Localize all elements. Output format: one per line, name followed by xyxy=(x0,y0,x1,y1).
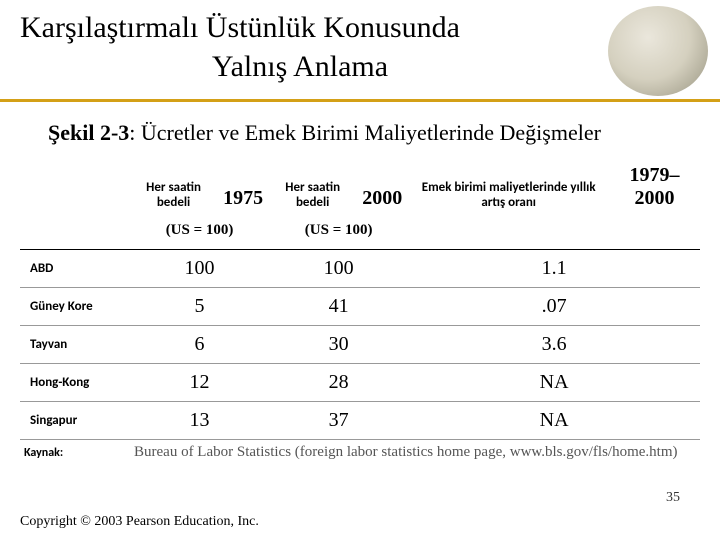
table-row: Singapur 13 37 NA xyxy=(20,402,700,440)
blank-header-3 xyxy=(408,220,700,250)
col-header-year-2000: 2000 xyxy=(356,160,408,220)
slide-footer: 35 Copyright © 2003 Pearson Education, I… xyxy=(0,490,720,530)
country-cell: Tayvan xyxy=(20,326,130,364)
blank-header xyxy=(20,160,130,220)
slide-title: Karşılaştırmalı Üstünlük Konusunda Yalnı… xyxy=(20,8,700,86)
figure-title: : Ücretler ve Emek Birimi Maliyetlerinde… xyxy=(129,120,601,145)
country-cell: Hong-Kong xyxy=(20,364,130,402)
table-container: Her saatin bedeli 1975 Her saatin bedeli… xyxy=(0,150,720,465)
source-row: Kaynak: Bureau of Labor Statistics (fore… xyxy=(20,440,700,466)
source-text: Bureau of Labor Statistics (foreign labo… xyxy=(130,440,700,466)
col-header-year-1975: 1975 xyxy=(217,160,269,220)
value-rate: .07 xyxy=(408,288,700,326)
blank-header-2 xyxy=(20,220,130,250)
value-1975: 6 xyxy=(130,326,269,364)
us100-label-1: (US = 100) xyxy=(130,220,269,250)
table-row: ABD 100 100 1.1 xyxy=(20,250,700,288)
globe-image xyxy=(608,6,708,96)
header-row-2: (US = 100) (US = 100) xyxy=(20,220,700,250)
country-cell: Singapur xyxy=(20,402,130,440)
table-header: Her saatin bedeli 1975 Her saatin bedeli… xyxy=(20,160,700,250)
header-row-1: Her saatin bedeli 1975 Her saatin bedeli… xyxy=(20,160,700,220)
data-table: Her saatin bedeli 1975 Her saatin bedeli… xyxy=(20,160,700,465)
col-header-hourly-2: Her saatin bedeli xyxy=(269,160,356,220)
page-number: 35 xyxy=(20,490,700,506)
slide: Karşılaştırmalı Üstünlük Konusunda Yalnı… xyxy=(0,0,720,540)
figure-label: Şekil 2-3 xyxy=(48,120,129,145)
country-cell: ABD xyxy=(20,250,130,288)
value-1975: 13 xyxy=(130,402,269,440)
source-label: Kaynak: xyxy=(20,440,130,466)
value-rate: NA xyxy=(408,364,700,402)
us100-label-2: (US = 100) xyxy=(269,220,408,250)
value-rate: 1.1 xyxy=(408,250,700,288)
col-header-range: 1979–2000 xyxy=(609,160,700,220)
value-2000: 41 xyxy=(269,288,408,326)
value-rate: 3.6 xyxy=(408,326,700,364)
value-1975: 100 xyxy=(130,250,269,288)
value-2000: 37 xyxy=(269,402,408,440)
value-2000: 30 xyxy=(269,326,408,364)
title-line-2: Yalnış Anlama xyxy=(20,47,700,86)
value-rate: NA xyxy=(408,402,700,440)
value-1975: 5 xyxy=(130,288,269,326)
col-header-hourly-1: Her saatin bedeli xyxy=(130,160,217,220)
col-header-annual-rate: Emek birimi maliyetlerinde yıllık artış … xyxy=(408,160,609,220)
table-row: Güney Kore 5 41 .07 xyxy=(20,288,700,326)
title-line-1: Karşılaştırmalı Üstünlük Konusunda xyxy=(20,11,460,44)
table-body: ABD 100 100 1.1 Güney Kore 5 41 .07 Tayv… xyxy=(20,250,700,466)
table-row: Tayvan 6 30 3.6 xyxy=(20,326,700,364)
copyright-text: Copyright © 2003 Pearson Education, Inc. xyxy=(20,514,700,530)
value-1975: 12 xyxy=(130,364,269,402)
country-cell: Güney Kore xyxy=(20,288,130,326)
value-2000: 28 xyxy=(269,364,408,402)
figure-caption: Şekil 2-3: Ücretler ve Emek Birimi Maliy… xyxy=(0,102,720,150)
slide-header: Karşılaştırmalı Üstünlük Konusunda Yalnı… xyxy=(0,0,720,102)
value-2000: 100 xyxy=(269,250,408,288)
table-row: Hong-Kong 12 28 NA xyxy=(20,364,700,402)
